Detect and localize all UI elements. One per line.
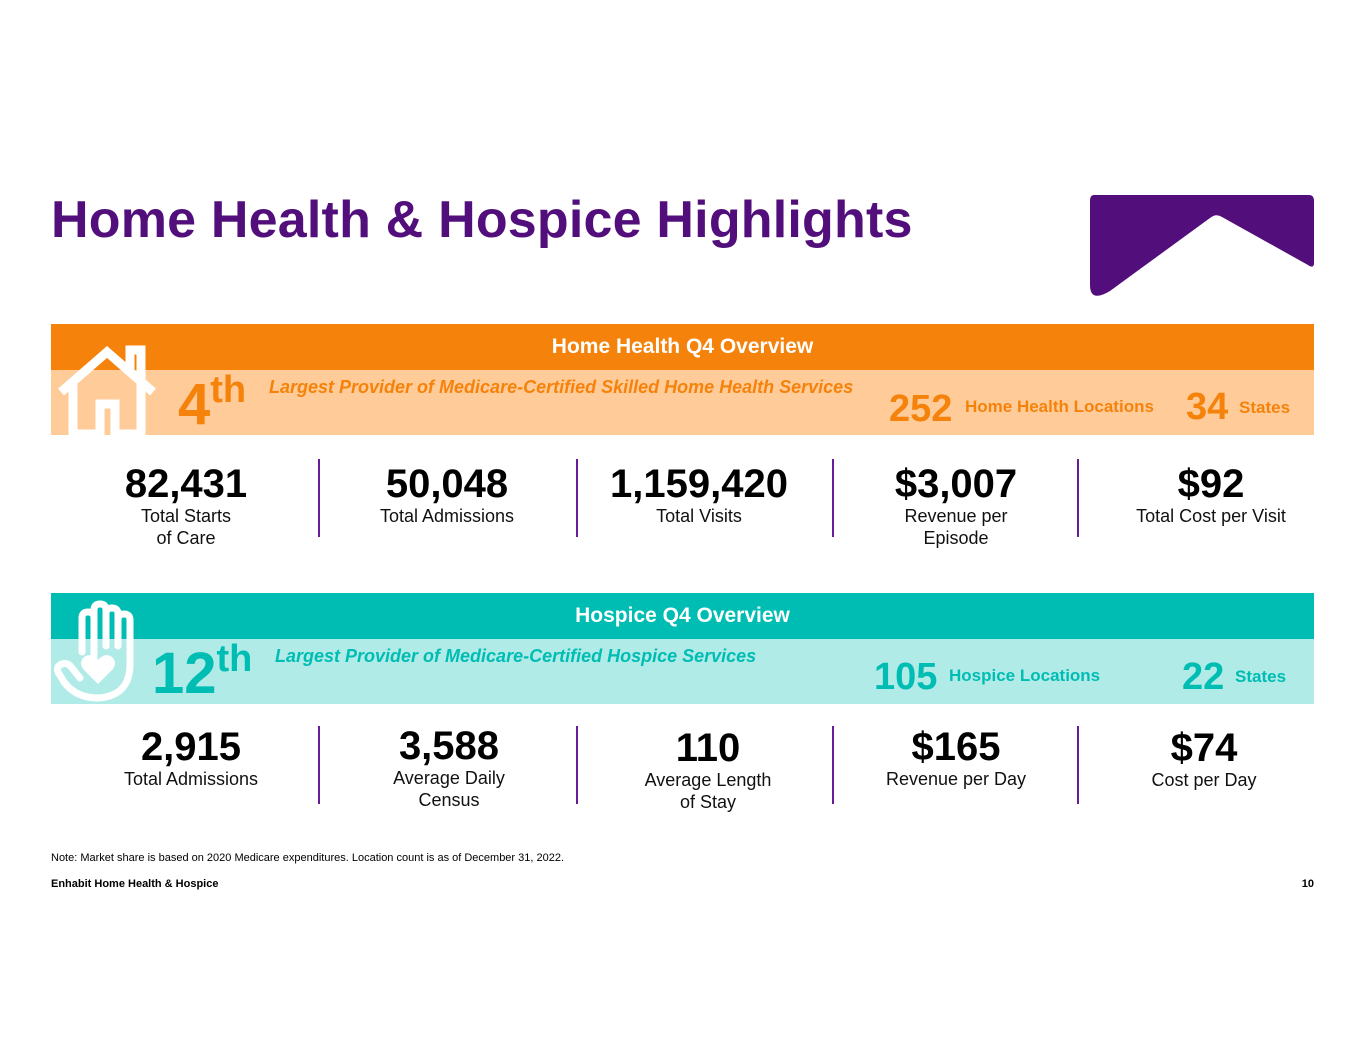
stat-value: 2,915 [140, 725, 242, 769]
home-health-states-label: States [1239, 398, 1291, 417]
stat-value: $165 [911, 725, 1001, 769]
home-health-states-count: 34 [1186, 386, 1229, 428]
divider [576, 459, 578, 537]
home-health-stat: $3,007 Revenue per Episode [836, 462, 1076, 549]
divider [832, 459, 834, 537]
stat-value: 1,159,420 [610, 462, 788, 506]
enhabit-logo-icon [1090, 195, 1314, 296]
stat-value: 50,048 [385, 462, 509, 506]
stat-value: 110 [675, 726, 741, 770]
page-title: Home Health & Hospice Highlights [51, 191, 913, 249]
stat-label: Average Daily Census [393, 768, 505, 810]
hospice-stat: 3,588 Average Daily Census [329, 724, 569, 811]
hospice-stat: 110 Average Length of Stay [588, 726, 828, 813]
home-health-locations-count: 252 [889, 388, 953, 430]
home-health-locations-label: Home Health Locations [965, 397, 1154, 416]
footer-company: Enhabit Home Health & Hospice [51, 878, 219, 890]
home-health-rank-band [51, 370, 1314, 435]
stat-value: $74 [1170, 726, 1238, 770]
stat-label: Total Cost per Visit [1136, 506, 1286, 526]
footnote: Note: Market share is based on 2020 Medi… [51, 852, 565, 864]
stat-label: Total Visits [656, 506, 742, 526]
divider [1077, 726, 1079, 804]
stat-label: Revenue per Episode [904, 506, 1008, 548]
hospice-states-count: 22 [1182, 656, 1225, 698]
hospice-stat: $74 Cost per Day [1084, 726, 1324, 792]
house-icon [58, 345, 156, 436]
divider [576, 726, 578, 804]
hospice-rank-band [51, 639, 1314, 704]
hospice-stat: $165 Revenue per Day [836, 725, 1076, 791]
home-health-stat: 82,431 Total Starts of Care [66, 462, 306, 549]
divider [318, 726, 320, 804]
hospice-rank-description: Largest Provider of Medicare-Certified H… [275, 646, 757, 666]
stat-label: Revenue per Day [885, 769, 1027, 789]
hospice-locations-label: Hospice Locations [949, 666, 1101, 685]
hand-heart-icon [54, 600, 134, 702]
hospice-states-label: States [1235, 667, 1287, 686]
stat-value: 3,588 [398, 724, 500, 768]
hospice-rank: 12th [152, 638, 253, 706]
home-health-stat: $92 Total Cost per Visit [1091, 462, 1331, 528]
stat-label: Total Admissions [379, 506, 515, 526]
divider [832, 726, 834, 804]
stat-value: $92 [1177, 462, 1245, 506]
home-health-header: Home Health Q4 Overview [51, 324, 1314, 370]
stat-label: Cost per Day [1151, 770, 1257, 790]
hospice-header: Hospice Q4 Overview [51, 593, 1314, 639]
home-health-rank-description: Largest Provider of Medicare-Certified S… [269, 377, 854, 397]
stat-label: Total Starts of Care [140, 506, 232, 548]
hospice-locations-count: 105 [874, 656, 938, 698]
stat-value: $3,007 [894, 462, 1018, 506]
stat-label: Total Admissions [123, 769, 259, 789]
hospice-stat: 2,915 Total Admissions [71, 725, 311, 791]
divider [1077, 459, 1079, 537]
home-health-stat: 50,048 Total Admissions [327, 462, 567, 528]
divider [318, 459, 320, 537]
home-health-stat: 1,159,420 Total Visits [579, 462, 819, 528]
stat-label: Average Length of Stay [644, 770, 772, 812]
stat-value: 82,431 [124, 462, 248, 506]
page-number: 10 [1301, 878, 1314, 890]
home-health-rank: 4th [178, 369, 247, 437]
